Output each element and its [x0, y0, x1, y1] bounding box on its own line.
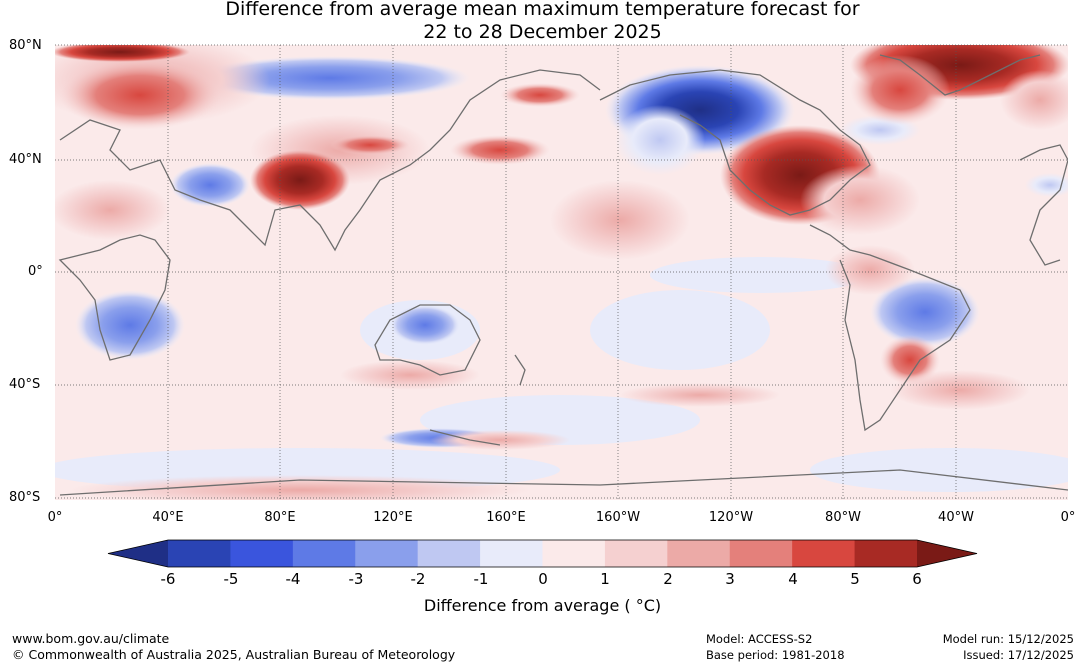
lat-label-80n: 80°N: [9, 38, 42, 53]
lon-label-40w: 40°W: [938, 510, 974, 525]
lon-label-0-left: 0°: [47, 510, 63, 525]
colorbar-tick-label: 1: [600, 570, 610, 588]
lon-label-160e: 160°E: [486, 510, 526, 525]
lon-label-80w: 80°W: [825, 510, 861, 525]
lon-label-120w: 120°W: [708, 510, 754, 525]
colorbar-tick-label: -1: [473, 570, 489, 588]
footer-copyright: © Commonwealth of Australia 2025, Austra…: [12, 647, 456, 662]
lat-label-40s: 40°S: [9, 377, 41, 392]
lat-label-40n: 40°N: [9, 152, 42, 167]
colorbar-tick-label: 5: [850, 570, 860, 588]
colorbar-tick-label: -5: [223, 570, 239, 588]
colorbar-tick-label: 4: [788, 570, 798, 588]
lat-label-0: 0°: [28, 264, 43, 279]
lon-label-160w: 160°W: [595, 510, 641, 525]
colorbar-tick-label: 2: [663, 570, 673, 588]
lon-label-80e: 80°E: [264, 510, 296, 525]
colorbar-title: Difference from average ( °C): [423, 596, 662, 615]
footer-website: www.bom.gov.au/climate: [12, 631, 170, 646]
warm-anomalies: [55, 45, 1068, 500]
colorbar-tick-label: -2: [410, 570, 426, 588]
map-title-line2: 22 to 28 December 2025: [423, 21, 662, 43]
footer-model-run: Model run: 15/12/2025: [942, 632, 1074, 646]
map-title-line1: Difference from average mean maximum tem…: [225, 0, 860, 20]
colorbar-tick-label: -6: [160, 570, 176, 588]
lon-label-40e: 40°E: [152, 510, 184, 525]
footer-base-period: Base period: 1981-2018: [706, 648, 845, 662]
colorbar-tick-label: -3: [348, 570, 364, 588]
lon-label-0-right: 0°: [1060, 510, 1076, 525]
colorbar-tick-label: 3: [725, 570, 735, 588]
lon-label-120e: 120°E: [373, 510, 413, 525]
coastlines: [58, 54, 1068, 496]
footer-model: Model: ACCESS-S2: [706, 632, 813, 646]
footer-issued: Issued: 17/12/2025: [963, 648, 1074, 662]
colorbar-tick-label: 6: [912, 570, 922, 588]
graticule: [55, 44, 1068, 500]
colorbar-tick-label: 0: [538, 570, 548, 588]
map-field: [55, 45, 1068, 500]
colorbar-tick-label: -4: [285, 570, 301, 588]
lat-label-80s: 80°S: [9, 490, 41, 505]
